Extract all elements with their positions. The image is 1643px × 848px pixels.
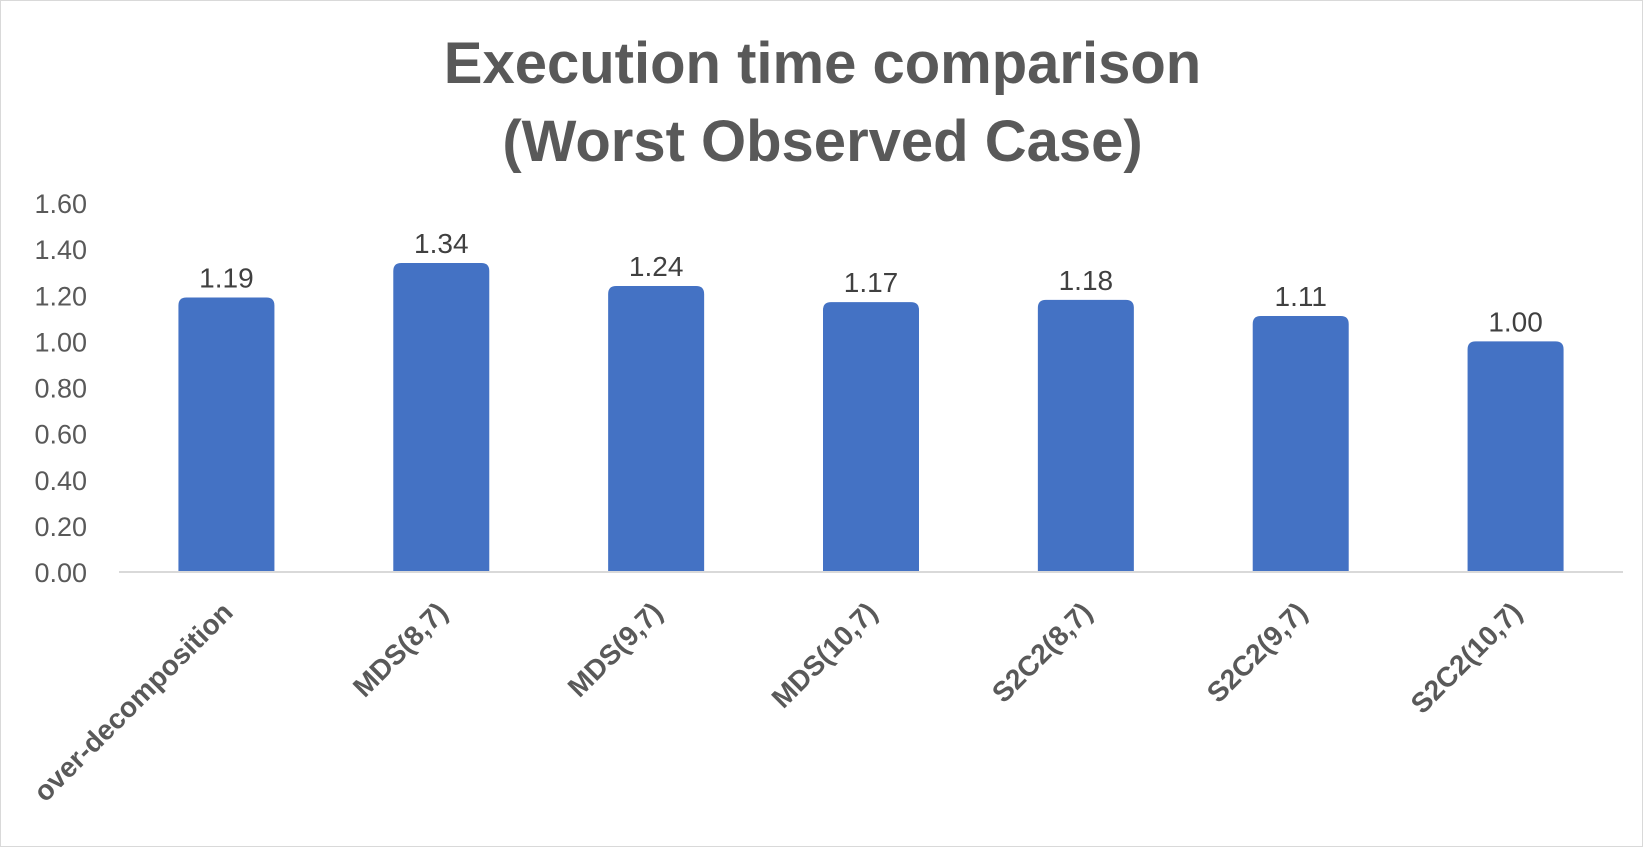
bar	[1252, 316, 1349, 572]
y-tick-label: 0.00	[34, 558, 87, 588]
y-tick-label: 1.60	[34, 189, 87, 219]
bar-value-label: 1.00	[1488, 306, 1543, 337]
bar	[178, 297, 275, 572]
bar-value-label: 1.24	[629, 251, 684, 282]
x-category-label: S2C2(10,7)	[1405, 596, 1528, 719]
y-tick-label: 0.20	[34, 512, 87, 542]
y-tick-label: 0.60	[34, 420, 87, 450]
y-tick-label: 1.40	[34, 235, 87, 265]
chart-title: Execution time comparison (Worst Observe…	[1, 25, 1643, 181]
bar-value-label: 1.18	[1059, 265, 1114, 296]
x-category-label: MDS(8,7)	[347, 596, 454, 703]
y-tick-label: 0.40	[34, 466, 87, 496]
bar-value-label: 1.19	[199, 263, 254, 294]
y-tick-label: 0.80	[34, 374, 87, 404]
bar-value-label: 1.34	[414, 228, 469, 259]
x-category-label: MDS(9,7)	[562, 596, 669, 703]
x-category-label: MDS(10,7)	[766, 596, 884, 714]
x-category-label: over-decomposition	[28, 596, 239, 807]
chart-title-line-2: (Worst Observed Case)	[502, 109, 1143, 174]
y-tick-label: 1.00	[34, 327, 87, 357]
bar	[393, 262, 490, 572]
bar-value-label: 1.11	[1275, 281, 1327, 312]
bar	[823, 302, 919, 572]
y-tick-label: 1.20	[34, 281, 87, 311]
x-category-label: S2C2(9,7)	[1201, 596, 1313, 708]
chart-title-line-1: Execution time comparison	[443, 31, 1202, 96]
bar	[608, 286, 705, 572]
bar	[1467, 341, 1564, 572]
x-category-label: S2C2(8,7)	[986, 596, 1098, 708]
bar	[1037, 299, 1134, 572]
bar-value-label: 1.17	[844, 267, 899, 298]
